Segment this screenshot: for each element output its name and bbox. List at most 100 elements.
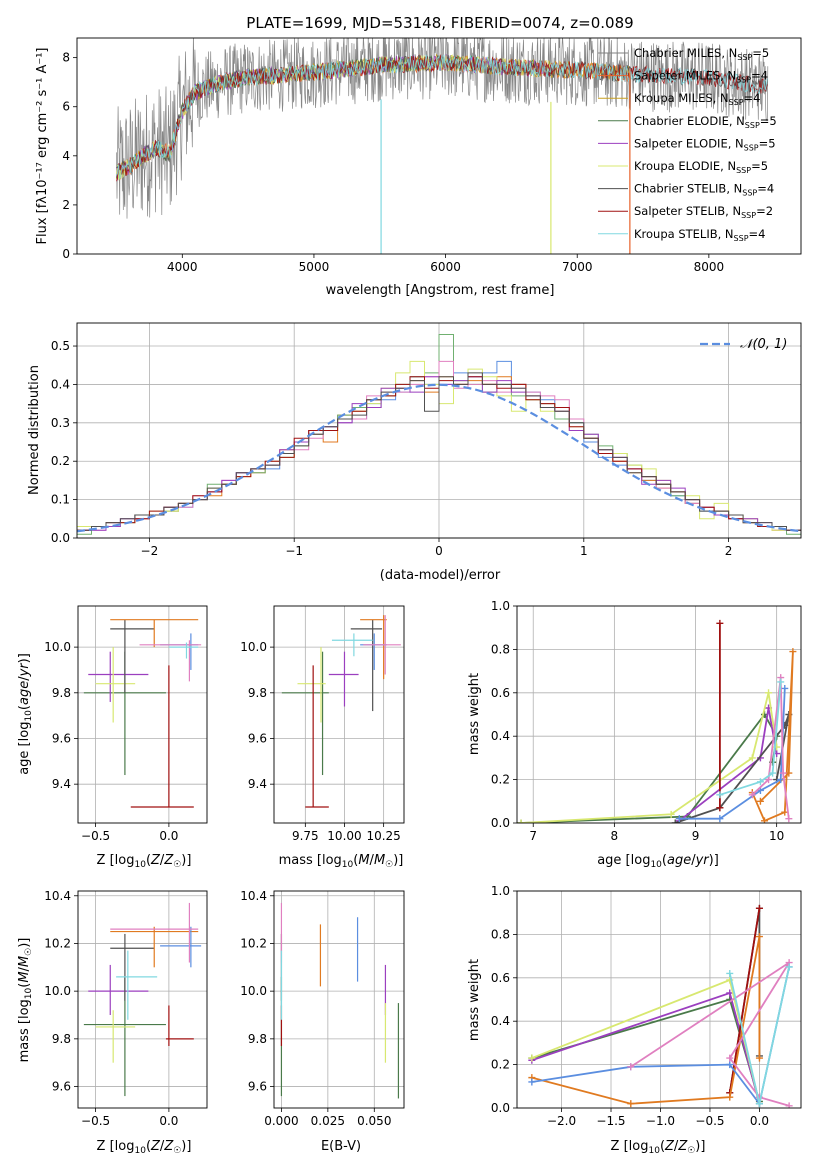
plot-area <box>517 619 797 823</box>
legend-label: Kroupa STELIB, NSSP=4 <box>634 227 765 243</box>
y-tick-label: 0.4 <box>491 1014 510 1028</box>
weight-marker <box>726 1054 734 1062</box>
x-tick-label: 0.0 <box>159 829 178 843</box>
y-tick-label: 10.0 <box>240 984 267 998</box>
y-tick-label: 1.0 <box>491 884 510 898</box>
weight-marker <box>748 791 756 799</box>
x-tick-label: 10 <box>769 829 784 843</box>
x-tick-label: 8000 <box>694 260 725 274</box>
weight-marker <box>765 689 773 697</box>
histogram-step <box>77 372 801 531</box>
x-tick-label: 10.00 <box>327 829 361 843</box>
y-tick-label: 8 <box>62 51 70 65</box>
axes-frame <box>77 605 208 824</box>
weight-marker <box>789 648 797 656</box>
x-tick-label: 0.0 <box>750 1114 769 1128</box>
ageM-xlabel: mass [log10(M/M☉)] <box>279 853 404 870</box>
weight-marker <box>517 819 525 823</box>
x-tick-label: 9.75 <box>292 829 319 843</box>
y-tick-label: 9.4 <box>248 777 267 791</box>
y-tick-label: 9.8 <box>248 1032 267 1046</box>
y-tick-label: 1.0 <box>491 599 510 613</box>
mass-vs-ebv-panel: 0.000 0.025 0.050 9.6 9.8 10.0 10.2 10.4 <box>240 889 405 1128</box>
y-tick-label: 6 <box>62 100 70 114</box>
y-tick-label: 0.3 <box>51 416 70 430</box>
weight-vs-metallicity-panel: −2.0 −1.5 −1.0 −0.5 0.0 0.0 0.2 0.4 0.6 0.8 1.0 <box>491 884 802 1128</box>
y-tick-label: 10.2 <box>44 936 71 950</box>
y-tick-label: 4 <box>62 149 70 163</box>
weight-vs-age-panel: 7 8 9 10 0.0 0.2 0.4 0.6 0.8 1.0 <box>491 599 802 843</box>
y-tick-label: 10.0 <box>44 640 71 654</box>
residuals-ylabel: Normed distribution <box>27 365 42 495</box>
weight-marker <box>769 769 777 777</box>
plot-area <box>281 615 401 808</box>
spectrum-title: PLATE=1699, MJD=53148, FIBERID=0074, z=0… <box>246 14 633 32</box>
weight-marker <box>755 1054 763 1062</box>
legend-label: 𝒩(0, 1) <box>740 337 787 352</box>
mass-vs-metallicity-panel: −0.5 0.0 9.6 9.8 10.0 10.2 10.4 <box>44 889 208 1128</box>
y-tick-label: 10.2 <box>240 936 267 950</box>
weight-marker <box>755 933 763 941</box>
y-tick-label: 9.6 <box>248 1080 267 1094</box>
y-tick-label: 10.0 <box>44 984 71 998</box>
weight-marker <box>756 797 764 805</box>
spectrum-ylabel: Flux [fλ10⁻¹⁷ erg cm⁻² s⁻¹ A⁻¹] <box>35 48 50 245</box>
legend-label: Chabrier ELODIE, NSSP=5 <box>634 114 777 130</box>
legend-label: Kroupa ELODIE, NSSP=5 <box>634 159 768 175</box>
weight-marker <box>726 1093 734 1101</box>
x-tick-label: 5000 <box>299 260 330 274</box>
x-tick-label: 6000 <box>430 260 461 274</box>
y-tick-label: 0.0 <box>51 531 70 545</box>
x-tick-label: 0 <box>435 544 443 558</box>
weight-marker <box>755 1100 763 1108</box>
weight-marker <box>760 817 768 823</box>
weight-marker <box>756 778 764 786</box>
y-tick-label: 0.2 <box>51 454 70 468</box>
age-vs-metallicity-panel: −0.5 0.0 9.4 9.6 9.8 10.0 <box>44 605 208 843</box>
plot-area <box>83 902 202 1097</box>
legend-label: Kroupa MILES, NSSP=4 <box>634 91 760 107</box>
axes-frame <box>516 890 802 1109</box>
legend-label: Chabrier STELIB, NSSP=4 <box>634 182 774 198</box>
legend-label: Salpeter ELODIE, NSSP=5 <box>634 136 776 152</box>
legend-label: Salpeter STELIB, NSSP=2 <box>634 204 773 220</box>
x-tick-label: 0.0 <box>159 1114 178 1128</box>
x-tick-label: −2.0 <box>547 1114 576 1128</box>
weight-marker <box>627 1100 635 1108</box>
normal-curve <box>77 383 801 533</box>
weight-marker <box>781 684 789 692</box>
y-tick-label: 0.6 <box>491 971 510 985</box>
y-tick-label: 9.4 <box>52 777 71 791</box>
x-tick-label: −1 <box>285 544 303 558</box>
age-vs-mass-panel: 9.75 10.00 10.25 9.4 9.6 9.8 10.0 <box>240 605 405 843</box>
y-tick-label: 0.8 <box>491 642 510 656</box>
x-tick-label: 0.050 <box>357 1114 391 1128</box>
x-tick-label: −1.5 <box>596 1114 625 1128</box>
plot-area <box>116 38 769 254</box>
y-tick-label: 9.6 <box>248 731 267 745</box>
weight-marker <box>716 791 724 799</box>
weight-marker <box>716 815 724 823</box>
massZ-xlabel: Z [log10(Z/Z☉)] <box>97 1139 192 1156</box>
x-tick-label: −0.5 <box>695 1114 724 1128</box>
weight-marker <box>528 1078 536 1086</box>
weight-line <box>719 681 782 796</box>
y-tick-label: 0.2 <box>491 1058 510 1072</box>
plot-area <box>280 902 400 1099</box>
weight-marker <box>627 1063 635 1071</box>
y-tick-label: 9.8 <box>52 686 71 700</box>
wZ-ylabel: mass weight <box>467 959 482 1041</box>
weight-marker <box>748 754 756 762</box>
x-tick-label: −1.0 <box>646 1114 675 1128</box>
weight-marker <box>726 1061 734 1069</box>
plot-area <box>77 334 801 535</box>
y-tick-label: 0.1 <box>51 493 70 507</box>
weight-marker <box>777 678 785 686</box>
axes-frame <box>76 322 802 539</box>
ageZ-xlabel: Z [log10(Z/Z☉)] <box>97 853 192 870</box>
x-tick-label: 1 <box>580 544 588 558</box>
massZ-ylabel: mass [log10(M/M☉)] <box>17 938 34 1063</box>
y-tick-label: 0.0 <box>491 1101 510 1115</box>
x-tick-label: 10.25 <box>366 829 400 843</box>
